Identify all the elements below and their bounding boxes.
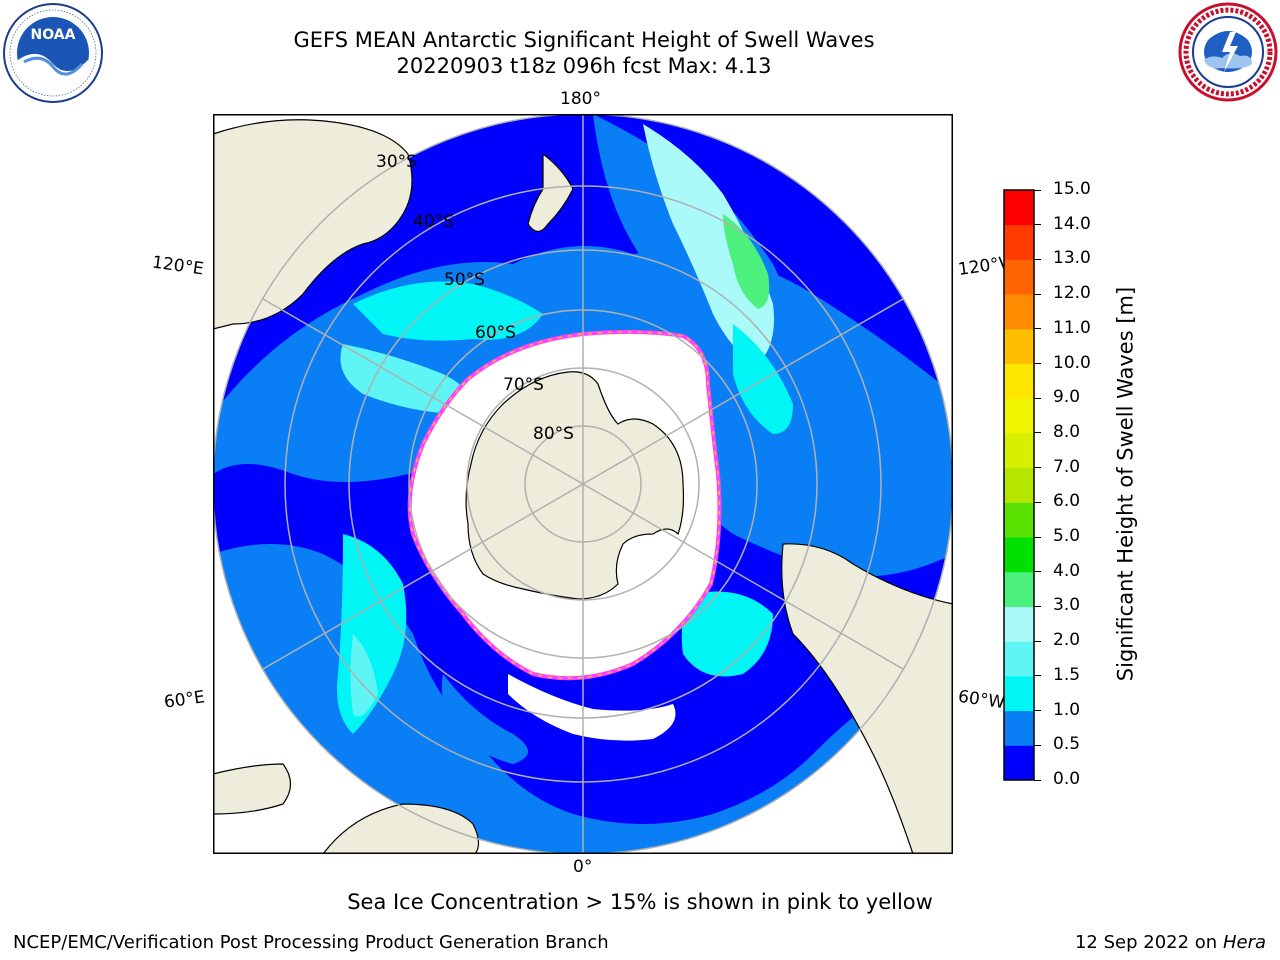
colorbar-tick-mark (1034, 224, 1041, 226)
colorbar-tick-label: 12.0 (1053, 283, 1091, 304)
footer-organization: NCEP/EMC/Verification Post Processing Pr… (13, 932, 609, 953)
colorbar-tick-label: 0.5 (1053, 734, 1081, 755)
nws-logo (1178, 2, 1278, 102)
colorbar-tick-mark (1034, 432, 1041, 434)
colorbar-tick-label: 9.0 (1053, 387, 1081, 408)
lon-label-bottom: 0° (573, 857, 593, 877)
colorbar-tick-mark (1034, 675, 1041, 677)
footer-date: 12 Sep 2022 on Hera (1075, 932, 1266, 953)
colorbar-tick-label: 11.0 (1053, 317, 1091, 338)
chart-subtitle: 20220903 t18z 096h fcst Max: 4.13 (396, 54, 772, 78)
colorbar-tick-mark (1034, 189, 1041, 191)
lat-label-50s: 50°S (444, 270, 485, 290)
colorbar-segment (1004, 502, 1034, 538)
colorbar-segment (1004, 224, 1034, 260)
lat-label-40s: 40°S (413, 212, 454, 232)
colorbar-segment (1004, 710, 1034, 746)
colorbar-segment (1004, 259, 1034, 295)
colorbar-tick-mark (1034, 293, 1041, 295)
sea-ice-caption: Sea Ice Concentration > 15% is shown in … (347, 890, 933, 914)
lat-label-80s: 80°S (533, 424, 574, 444)
colorbar-segment (1004, 745, 1034, 781)
colorbar-segment (1004, 641, 1034, 677)
colorbar-tick-label: 4.0 (1053, 560, 1081, 581)
colorbar-tick-mark (1034, 640, 1041, 642)
colorbar-tick-label: 1.0 (1053, 699, 1081, 720)
colorbar-segment (1004, 398, 1034, 434)
lon-label-top: 180° (560, 89, 601, 109)
colorbar-tick-label: 13.0 (1053, 248, 1091, 269)
colorbar-segment (1004, 294, 1034, 330)
new-zealand-landmass (527, 152, 574, 233)
lon-label-right-lower: 60°W (956, 686, 1007, 714)
lat-label-30s: 30°S (376, 152, 417, 172)
colorbar-tick-mark (1034, 397, 1041, 399)
colorbar-segment (1004, 328, 1034, 365)
noaa-logo-text: NOAA (31, 27, 76, 43)
lon-label-left-upper: 120°E (150, 252, 205, 280)
colorbar-tick-mark (1034, 258, 1041, 260)
colorbar-segment (1004, 537, 1034, 573)
colorbar-tick-label: 8.0 (1053, 421, 1081, 442)
colorbar-tick-mark (1034, 710, 1041, 712)
colorbar-tick-mark (1034, 363, 1041, 365)
colorbar-tick-label: 3.0 (1053, 595, 1081, 616)
colorbar-segment (1004, 467, 1034, 503)
colorbar-tick-mark (1034, 328, 1041, 330)
colorbar-segment (1004, 190, 1034, 226)
colorbar-segment (1004, 675, 1034, 712)
australia-landmass (213, 119, 413, 330)
colorbar-tick-label: 15.0 (1053, 179, 1091, 199)
colorbar (1003, 189, 1035, 781)
colorbar-segment (1004, 363, 1034, 399)
lat-label-60s: 60°S (475, 323, 516, 343)
lon-label-left-lower: 60°E (162, 687, 207, 713)
colorbar-tick-mark (1034, 779, 1041, 781)
chart-title: GEFS MEAN Antarctic Significant Height o… (293, 28, 875, 52)
africa-landmass (213, 763, 480, 854)
colorbar-tick-mark (1034, 605, 1041, 607)
colorbar-segment (1004, 432, 1034, 469)
colorbar-tick-label: 6.0 (1053, 491, 1081, 512)
lat-label-70s: 70°S (503, 375, 544, 395)
footer-machine: Hera (1222, 932, 1266, 953)
colorbar-tick-label: 2.0 (1053, 630, 1081, 651)
noaa-logo: NOAA (3, 3, 103, 103)
colorbar-tick-label: 5.0 (1053, 526, 1081, 547)
colorbar-tick-mark (1034, 571, 1041, 573)
colorbar-tick-label: 7.0 (1053, 456, 1081, 477)
graticule (213, 114, 953, 854)
footer-date-text: 12 Sep 2022 on (1074, 932, 1218, 953)
colorbar-tick-mark (1034, 744, 1041, 746)
colorbar-tick-label: 14.0 (1053, 213, 1091, 234)
colorbar-tick-mark (1034, 536, 1041, 538)
polar-map (213, 114, 953, 854)
colorbar-label: Significant Height of Swell Waves [m] (1113, 286, 1138, 682)
south-america-landmass (781, 543, 953, 854)
colorbar-segment (1004, 606, 1034, 642)
colorbar-tick-mark (1034, 501, 1041, 503)
colorbar-tick-label: 0.0 (1053, 769, 1081, 789)
colorbar-tick-label: 1.5 (1053, 664, 1081, 685)
colorbar-segment (1004, 571, 1034, 607)
colorbar-border (1003, 189, 1035, 781)
colorbar-tick-mark (1034, 467, 1041, 469)
colorbar-tick-label: 10.0 (1053, 352, 1091, 373)
